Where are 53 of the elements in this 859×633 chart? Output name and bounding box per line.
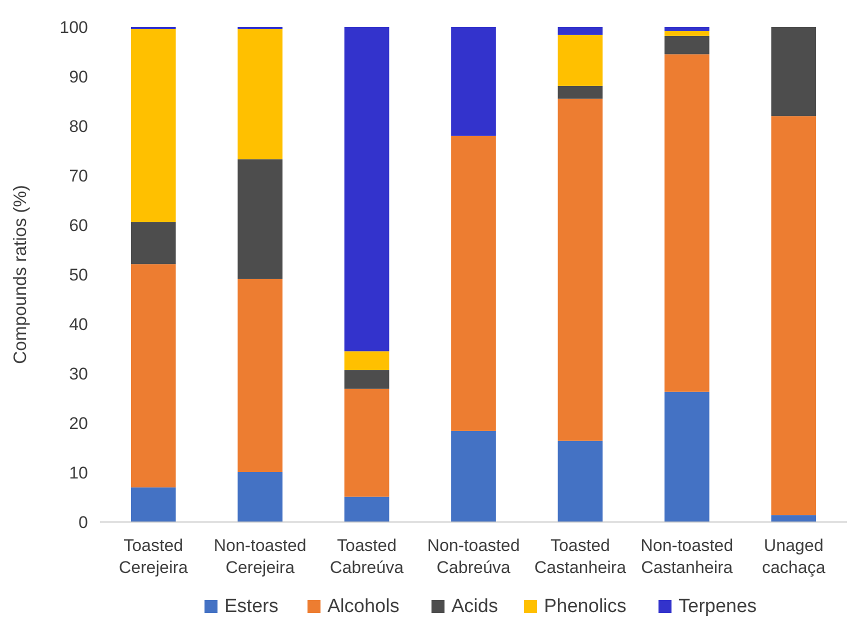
bar (558, 86, 603, 99)
bar (771, 515, 816, 522)
legend-label: Terpenes (678, 596, 757, 617)
y-tick-label: 60 (69, 216, 88, 235)
y-tick-label: 20 (69, 414, 88, 433)
bar (238, 278, 282, 472)
bar (344, 388, 390, 497)
legend-label: Esters (224, 596, 278, 617)
bar (130, 264, 176, 488)
y-tick-label: 10 (69, 463, 88, 482)
x-tick-label: Non-toasted Cabreúva (427, 536, 520, 577)
bar (130, 487, 176, 522)
bar (130, 222, 176, 264)
x-tick-label: Toasted Castanheira (534, 536, 627, 577)
x-tick-label: Toasted Cabreúva (330, 536, 404, 577)
bar (558, 27, 603, 35)
bar (451, 430, 496, 522)
y-tick-label: 50 (69, 265, 88, 284)
bar (664, 54, 710, 392)
y-tick-label: 90 (69, 67, 88, 86)
x-tick-label: Unaged cachaça (762, 536, 826, 577)
bar (771, 116, 816, 516)
bar (130, 28, 176, 222)
bar (344, 351, 390, 370)
bar (344, 27, 390, 352)
bar (238, 472, 282, 522)
y-axis-title: Compounds ratios (%) (10, 184, 30, 364)
x-tick-label: Toasted Cerejeira (118, 536, 188, 577)
x-tick-label: Non-toasted Castanheira (640, 536, 734, 577)
y-tick-label: 70 (69, 166, 88, 186)
legend-label: Phenolics (544, 596, 626, 617)
bar (558, 98, 603, 441)
bar (344, 370, 390, 389)
bar (344, 496, 390, 522)
bar (558, 34, 603, 86)
bar (664, 30, 710, 36)
legend-label: Acids (452, 596, 498, 617)
x-tick-label: Non-toasted Cerejeira (214, 536, 306, 577)
bar (664, 392, 710, 522)
y-tick-label: 40 (69, 314, 88, 334)
bar (238, 28, 282, 160)
legend-label: Alcohols (328, 596, 400, 617)
y-tick-label: 100 (60, 18, 88, 37)
y-tick-label: 80 (69, 116, 88, 136)
bar (558, 440, 603, 522)
y-tick-label: 0 (78, 512, 88, 532)
bar (451, 136, 496, 431)
bar (451, 27, 496, 136)
y-tick-label: 30 (69, 364, 88, 384)
bar (771, 27, 816, 116)
bar (664, 36, 710, 54)
bar (664, 27, 710, 31)
bar (238, 159, 282, 279)
